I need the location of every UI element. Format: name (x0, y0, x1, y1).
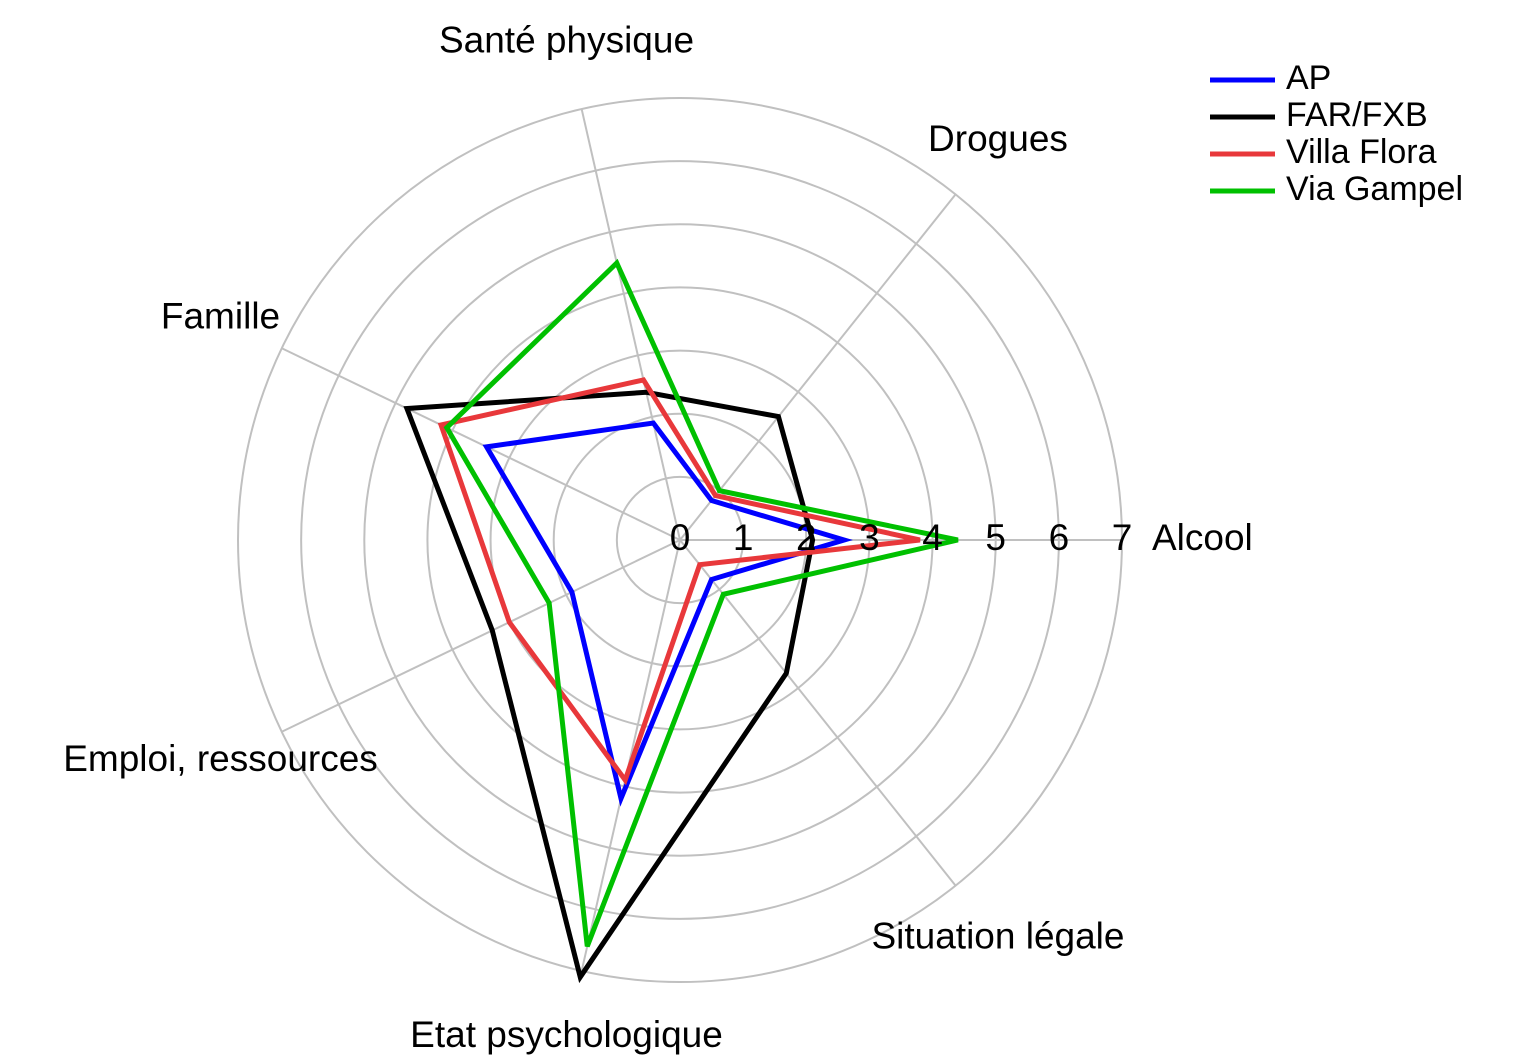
series-line (437, 377, 921, 786)
r-tick-label: 1 (733, 517, 754, 558)
axis-label: Drogues (928, 118, 1068, 159)
spoke (281, 539, 681, 733)
axis-label: Situation légale (871, 916, 1124, 957)
series-line (482, 420, 853, 807)
axis-label: Etat psychologique (410, 1014, 723, 1055)
series-line (443, 258, 959, 948)
spoke (281, 347, 681, 541)
r-tick-label: 6 (1049, 517, 1070, 558)
legend-label: Villa Flora (1286, 133, 1437, 171)
legend-label: Via Gampel (1286, 170, 1463, 208)
spoke (679, 193, 957, 541)
spoke (580, 539, 681, 972)
r-tick-label: 5 (985, 517, 1006, 558)
spoke (679, 539, 957, 887)
r-tick-label: 0 (670, 517, 691, 558)
axis-label: Famille (161, 296, 280, 337)
spoke (580, 108, 681, 541)
axis-label: Santé physique (439, 20, 694, 61)
series-line (403, 389, 816, 984)
r-tick-label: 3 (859, 517, 880, 558)
axis-label: Emploi, ressources (63, 738, 378, 779)
legend-label: AP (1286, 59, 1331, 97)
legend-label: FAR/FXB (1286, 96, 1428, 134)
r-tick-label: 7 (1112, 517, 1133, 558)
r-tick-label: 2 (796, 517, 817, 558)
axis-label: Alcool (1152, 517, 1253, 558)
r-tick-label: 4 (922, 517, 943, 558)
